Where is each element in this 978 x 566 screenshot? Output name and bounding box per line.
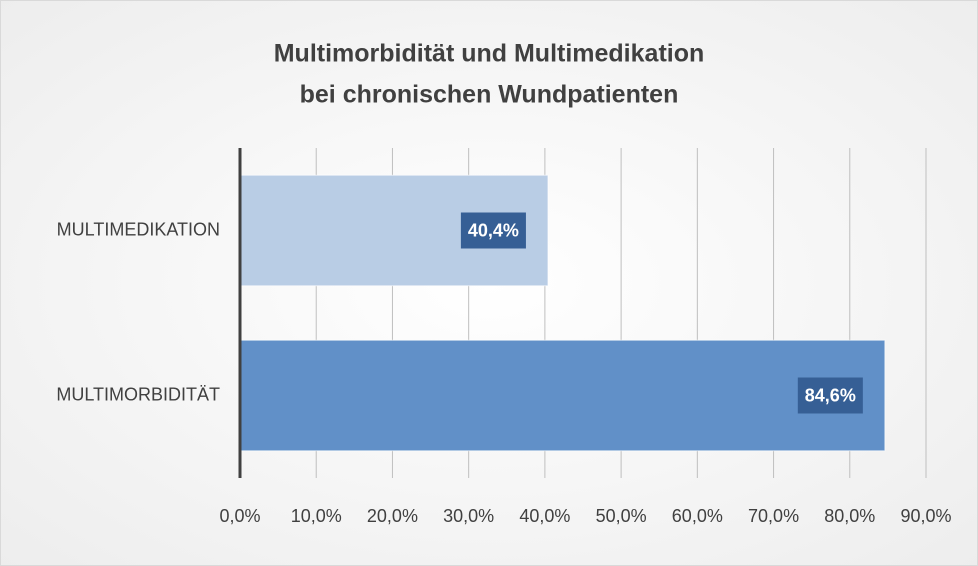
data-label-box <box>460 212 526 249</box>
x-tick-label: 20,0% <box>367 506 418 526</box>
chart-title: bei chronischen Wundpatienten <box>300 81 679 109</box>
x-tick-label: 30,0% <box>443 506 494 526</box>
x-tick-label: 60,0% <box>672 506 723 526</box>
chart-title: Multimorbidität und Multimedikation <box>274 40 705 68</box>
x-tick-label: 10,0% <box>291 506 342 526</box>
x-tick-label: 80,0% <box>824 506 875 526</box>
y-tick-label: MULTIMEDIKATION <box>57 219 220 239</box>
x-tick-label: 50,0% <box>596 506 647 526</box>
data-label: 40,4% <box>468 220 519 240</box>
x-tick-label: 90,0% <box>900 506 951 526</box>
x-tick-label: 40,0% <box>519 506 570 526</box>
data-label-box <box>797 377 863 414</box>
y-tick-label: MULTIMORBIDITÄT <box>56 384 220 404</box>
x-tick-label: 70,0% <box>748 506 799 526</box>
bar <box>239 339 886 452</box>
x-tick-label: 0,0% <box>219 506 260 526</box>
data-label: 84,6% <box>805 385 856 405</box>
